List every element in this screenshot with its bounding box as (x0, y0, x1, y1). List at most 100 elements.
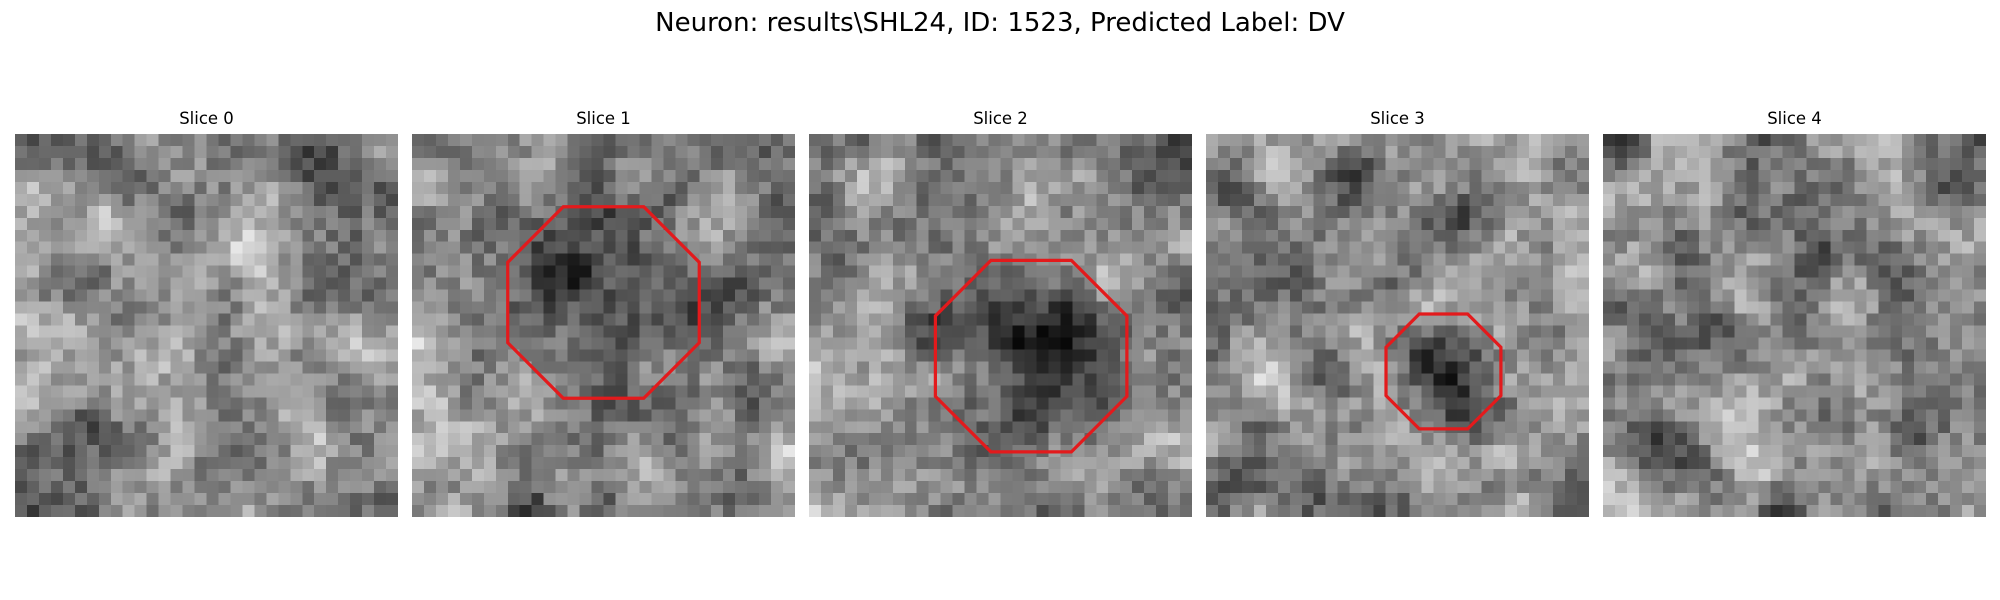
pixel (1553, 361, 1566, 374)
pixel (1914, 169, 1927, 183)
pixel (206, 229, 219, 242)
pixel (735, 193, 748, 207)
pixel (122, 385, 135, 398)
pixel (1481, 505, 1494, 517)
pixel (1722, 289, 1735, 302)
pixel (844, 193, 858, 207)
pixel (134, 397, 147, 410)
pixel (531, 481, 544, 494)
pixel (904, 337, 917, 350)
pixel (1048, 313, 1061, 326)
pixel (495, 241, 508, 254)
pixel (1253, 205, 1267, 219)
pixel (1926, 361, 1939, 374)
pixel (1626, 397, 1640, 410)
pixel (98, 361, 111, 374)
pixel (242, 217, 255, 230)
pixel (809, 134, 822, 147)
pixel (1361, 181, 1374, 195)
pixel (1108, 457, 1121, 470)
pixel (386, 433, 398, 446)
pixel (844, 169, 858, 183)
pixel (62, 205, 76, 219)
pixel (1493, 229, 1506, 242)
pixel (1686, 277, 1699, 290)
pixel (1626, 205, 1640, 219)
pixel (1962, 145, 1975, 159)
pixel (1517, 265, 1530, 278)
pixel (15, 301, 28, 314)
pixel (1301, 349, 1314, 362)
pixel (1108, 445, 1121, 458)
pixel (326, 469, 339, 482)
pixel (543, 469, 556, 482)
pixel (1048, 229, 1061, 242)
pixel (856, 241, 870, 254)
pixel (1108, 505, 1121, 517)
pixel (435, 193, 449, 207)
pixel (531, 134, 544, 147)
pixel (639, 205, 652, 219)
pixel (1361, 337, 1374, 350)
pixel (1734, 265, 1747, 278)
pixel (1397, 433, 1410, 446)
pixel (1746, 373, 1759, 386)
pixel (338, 505, 351, 517)
pixel (1072, 421, 1085, 434)
pixel (1024, 349, 1037, 362)
pixel (1686, 445, 1699, 458)
pixel (1818, 157, 1831, 171)
pixel (892, 409, 905, 422)
pixel (1289, 409, 1302, 422)
pixel (1818, 433, 1831, 446)
pixel (1529, 145, 1542, 159)
pixel (1710, 265, 1723, 278)
pixel (555, 505, 568, 517)
pixel (194, 313, 207, 326)
pixel (1541, 421, 1554, 434)
pixel (1794, 265, 1807, 278)
pixel (471, 169, 485, 183)
pixel (1902, 349, 1915, 362)
pixel (1457, 313, 1470, 326)
pixel (447, 457, 461, 470)
pixel (1048, 205, 1061, 219)
pixel (783, 409, 795, 422)
pixel (940, 277, 953, 290)
pixel (916, 493, 929, 506)
pixel (747, 217, 760, 230)
pixel (1782, 397, 1795, 410)
pixel (1445, 409, 1458, 422)
pixel (1650, 421, 1664, 434)
pixel (1445, 253, 1458, 266)
pixel (1012, 134, 1025, 147)
pixel (675, 505, 688, 517)
pixel (759, 145, 772, 159)
pixel (1698, 385, 1711, 398)
pixel (447, 181, 461, 195)
pixel (1553, 157, 1566, 171)
pixel (1746, 445, 1759, 458)
pixel (735, 157, 748, 171)
pixel (1782, 169, 1795, 183)
pixel (1229, 289, 1243, 302)
pixel (495, 445, 508, 458)
pixel (1421, 397, 1434, 410)
pixel (1229, 229, 1243, 242)
pixel (1950, 409, 1963, 422)
pixel (1108, 361, 1121, 374)
pixel (1289, 397, 1302, 410)
pixel (146, 433, 159, 446)
pixel (1096, 349, 1109, 362)
pixel (1229, 301, 1243, 314)
pixel (1914, 157, 1927, 171)
pixel (194, 361, 207, 374)
pixel (1289, 241, 1302, 254)
pixel (1024, 169, 1037, 183)
pixel (1241, 325, 1255, 338)
pixel (1553, 229, 1566, 242)
pixel (1529, 409, 1542, 422)
pixel (146, 134, 159, 147)
pixel (1662, 157, 1676, 171)
pixel (471, 409, 485, 422)
